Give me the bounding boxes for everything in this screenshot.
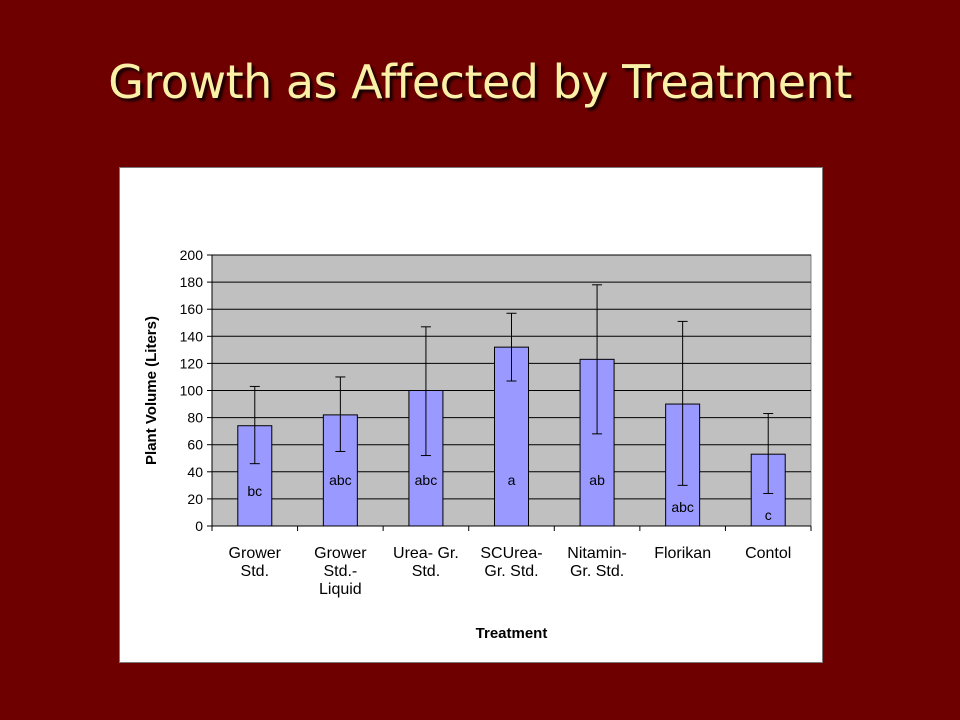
x-category-label: Grower bbox=[229, 545, 282, 562]
bar-data-label: c bbox=[765, 507, 772, 523]
y-tick-label: 80 bbox=[187, 410, 203, 426]
bar-data-label: a bbox=[508, 472, 516, 488]
y-tick-label: 180 bbox=[180, 274, 204, 290]
x-category-label: Nitamin- bbox=[567, 545, 627, 562]
x-axis-title: Treatment bbox=[476, 625, 548, 642]
y-tick-label: 20 bbox=[187, 491, 203, 507]
bar-chart: 020406080100120140160180200bcGrowerStd.a… bbox=[143, 247, 812, 642]
x-category-label: Grower bbox=[314, 545, 367, 562]
slide-title: Growth as Affected by Treatment bbox=[108, 55, 852, 109]
y-tick-label: 60 bbox=[187, 437, 203, 453]
x-category-label: Urea- Gr. bbox=[393, 545, 459, 562]
x-category-label: SCUrea- bbox=[480, 545, 542, 562]
bar-data-label: abc bbox=[415, 472, 438, 488]
x-category-label: Liquid bbox=[319, 581, 362, 598]
x-category-label: Std. bbox=[412, 563, 440, 580]
y-tick-label: 160 bbox=[180, 301, 204, 317]
chart-frame: 0 20 40 60 80 100 120 140 160 180 200 bc Grower Std. a… bbox=[119, 167, 823, 663]
y-tick-label: 120 bbox=[180, 355, 204, 371]
y-axis-title: Plant Volume (Liters) bbox=[143, 316, 160, 465]
x-category-label: Gr. Std. bbox=[484, 563, 538, 580]
bar-data-label: bc bbox=[247, 483, 262, 499]
bar-data-label: abc bbox=[671, 499, 694, 515]
x-category-label: Contol bbox=[745, 545, 791, 562]
y-tick-label: 40 bbox=[187, 464, 203, 480]
y-tick-label: 200 bbox=[180, 247, 204, 263]
y-tick-label: 140 bbox=[180, 328, 204, 344]
y-tick-label: 0 bbox=[195, 518, 203, 534]
x-category-label: Gr. Std. bbox=[570, 563, 624, 580]
y-tick-label: 100 bbox=[180, 383, 204, 399]
x-category-label: Florikan bbox=[654, 545, 711, 562]
x-category-label: Std. bbox=[241, 563, 269, 580]
x-category-label: Std.- bbox=[323, 563, 357, 580]
bar-data-label: ab bbox=[589, 472, 605, 488]
bar-data-label: abc bbox=[329, 472, 352, 488]
